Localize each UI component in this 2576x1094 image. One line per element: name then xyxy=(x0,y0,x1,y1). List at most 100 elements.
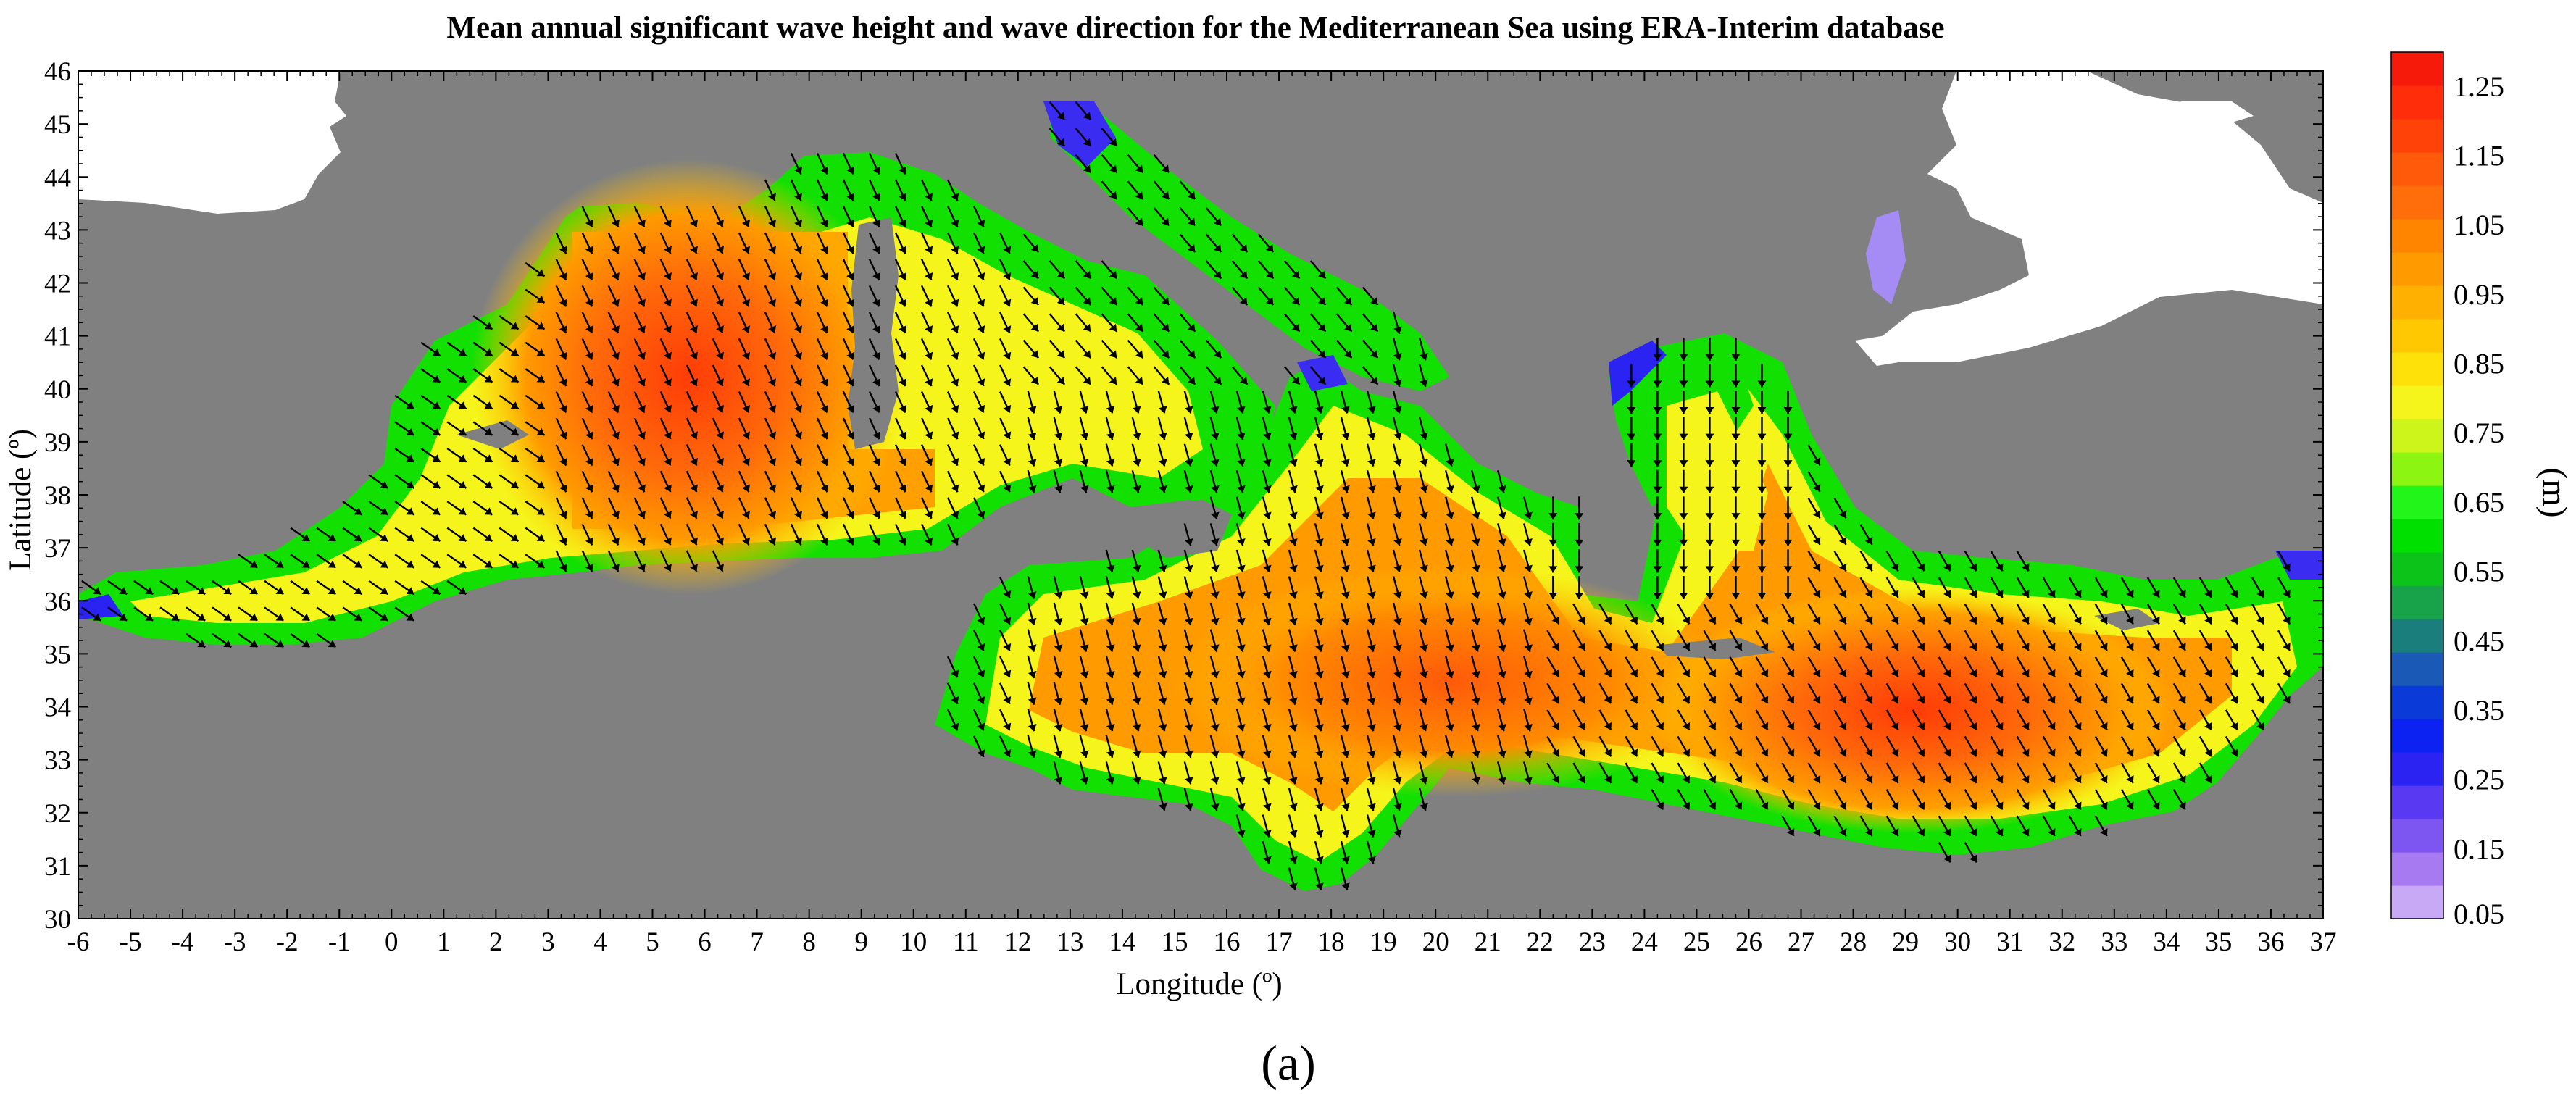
wave-direction-arrow xyxy=(1288,735,1298,759)
colorbar-swatch xyxy=(2391,119,2443,153)
colorbar-swatch xyxy=(2391,785,2443,819)
wave-direction-arrow xyxy=(499,421,520,436)
wave-direction-arrow xyxy=(1183,469,1193,493)
wave-direction-arrow xyxy=(1964,762,1977,784)
wave-direction-arrow xyxy=(738,206,750,228)
colorbar-unit: (m) xyxy=(2535,467,2574,517)
wave-direction-arrow xyxy=(1022,339,1040,359)
wave-direction-arrow xyxy=(1522,709,1533,732)
wave-direction-arrow xyxy=(685,444,698,467)
wave-direction-arrow xyxy=(581,338,593,360)
wave-field-gulf-iskenderun xyxy=(2275,551,2323,580)
wave-direction-arrow xyxy=(1783,417,1793,440)
colorbar-tick-label: 1.25 xyxy=(2454,70,2504,103)
wave-direction-arrow xyxy=(2094,682,2108,704)
wave-direction-arrow xyxy=(499,368,520,383)
wave-direction-arrow xyxy=(659,259,672,281)
wave-direction-arrow xyxy=(712,285,724,307)
wave-direction-arrow xyxy=(1366,443,1376,467)
wave-direction-arrow xyxy=(1703,709,1717,731)
wave-direction-arrow xyxy=(499,394,520,410)
colorbar-swatch xyxy=(2391,385,2443,419)
colorbar-tick-label: 0.15 xyxy=(2454,832,2504,865)
wave-direction-arrow xyxy=(1366,469,1376,493)
wave-direction-arrow xyxy=(764,206,777,228)
wave-direction-arrow xyxy=(894,338,907,360)
wave-direction-arrow xyxy=(816,497,829,519)
wave-direction-arrow xyxy=(764,391,777,414)
wave-direction-arrow xyxy=(1283,286,1301,306)
wave-direction-arrow xyxy=(1053,469,1063,493)
wave-direction-arrow xyxy=(499,341,520,357)
wave-direction-arrow xyxy=(1235,391,1246,414)
wave-direction-arrow xyxy=(659,338,672,360)
wave-direction-arrow xyxy=(1053,709,1063,732)
wave-direction-arrow xyxy=(1079,443,1089,467)
wave-direction-arrow xyxy=(1183,443,1193,467)
wave-direction-arrow xyxy=(946,259,959,281)
wave-direction-arrow xyxy=(1049,128,1066,147)
wave-direction-arrow xyxy=(1444,469,1454,493)
wave-direction-arrow xyxy=(946,285,959,307)
colorbar-swatch xyxy=(2391,585,2443,619)
x-tick-label: -3 xyxy=(224,927,246,957)
wave-direction-arrow xyxy=(816,364,829,387)
island-cyprus xyxy=(2094,609,2159,630)
wave-direction-arrow xyxy=(1209,655,1220,679)
wave-direction-arrow xyxy=(1885,604,1899,625)
wave-direction-arrow xyxy=(1833,497,1847,519)
wave-direction-arrow xyxy=(1366,391,1376,414)
wave-direction-arrow xyxy=(659,444,672,467)
wave-direction-arrow xyxy=(1314,576,1324,599)
wave-direction-arrow xyxy=(1833,762,1847,784)
wave-direction-arrow xyxy=(2068,789,2082,810)
wave-direction-arrow xyxy=(1235,735,1246,759)
wave-direction-arrow xyxy=(159,606,180,622)
wave-direction-arrow xyxy=(1572,656,1586,678)
wave-direction-arrow xyxy=(290,580,310,596)
wave-direction-arrow xyxy=(1496,576,1506,599)
wave-direction-arrow xyxy=(2225,577,2238,598)
wave-direction-arrow xyxy=(1496,735,1506,759)
wave-direction-arrow xyxy=(342,501,363,516)
wave-direction-arrow xyxy=(1781,762,1795,784)
wave-direction-arrow xyxy=(581,364,593,387)
wave-direction-arrow xyxy=(1755,735,1769,757)
wave-direction-arrow xyxy=(342,527,363,543)
wave-direction-arrow xyxy=(607,550,620,572)
wave-direction-arrow xyxy=(1705,443,1714,467)
wave-direction-arrow xyxy=(2068,735,2082,757)
wave-direction-arrow xyxy=(1362,313,1379,333)
wave-direction-arrow xyxy=(1101,366,1118,385)
wave-direction-arrow xyxy=(107,580,128,596)
wave-direction-arrow xyxy=(1105,709,1115,732)
wave-direction-arrow xyxy=(2172,604,2186,625)
wave-direction-arrow xyxy=(1053,682,1063,705)
wave-direction-arrow xyxy=(1105,655,1115,679)
wave-direction-arrow xyxy=(555,259,567,281)
wave-direction-arrow xyxy=(81,606,101,622)
wave-direction-arrow xyxy=(581,444,593,467)
wave-direction-arrow xyxy=(420,421,441,436)
colorbar-swatch xyxy=(2391,285,2443,320)
wave-direction-arrow xyxy=(368,527,389,543)
wave-direction-arrow xyxy=(1153,154,1170,173)
wave-direction-arrow xyxy=(1651,630,1664,651)
wave-direction-arrow xyxy=(525,474,546,489)
wave-direction-arrow xyxy=(1157,709,1167,732)
wave-direction-arrow xyxy=(1755,789,1769,810)
wave-direction-arrow xyxy=(1183,417,1193,440)
wave-direction-arrow xyxy=(999,682,1012,705)
wave-direction-arrow xyxy=(472,447,493,463)
wave-direction-arrow xyxy=(1677,604,1691,625)
wave-direction-arrow xyxy=(472,554,493,569)
wave-direction-arrow xyxy=(290,554,310,569)
wave-direction-arrow xyxy=(868,206,881,228)
wave-direction-arrow xyxy=(1496,523,1506,546)
wave-direction-arrow xyxy=(1653,391,1662,414)
wave-direction-arrow xyxy=(446,394,467,410)
wave-direction-arrow xyxy=(2016,789,2030,810)
wave-direction-arrow xyxy=(894,444,907,467)
wave-direction-arrow xyxy=(1392,602,1402,626)
